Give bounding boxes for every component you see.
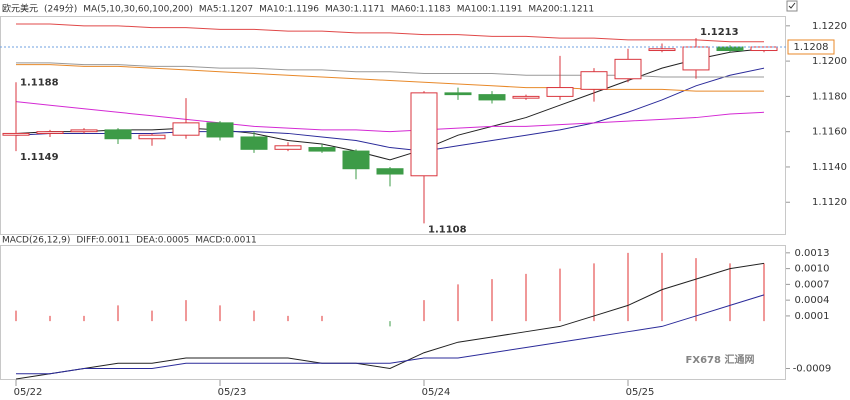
legend-label: MA(5,10,30,60,100,200) xyxy=(83,5,193,15)
y-tick-label: 0.0001 xyxy=(795,311,830,322)
y-tick-label: -0.0009 xyxy=(793,363,832,374)
candle-body xyxy=(682,46,710,71)
candle-body xyxy=(546,87,574,97)
candle-body xyxy=(274,145,302,150)
y-tick-label: 1.1120 xyxy=(812,197,847,208)
candle-body xyxy=(240,136,268,150)
legend-label: DIFF:0.0011 xyxy=(76,236,130,246)
candle-body xyxy=(512,95,540,99)
candle-body xyxy=(70,129,98,133)
candle-body xyxy=(376,168,404,175)
candle-body xyxy=(104,129,132,140)
ma-line xyxy=(15,101,765,133)
y-tick-label: 1.1200 xyxy=(812,56,847,67)
macd-line xyxy=(16,294,765,375)
ma-line xyxy=(16,64,764,92)
legend-label: MA10:1.1196 xyxy=(259,5,319,15)
legend-label: MA100:1.1191 xyxy=(457,5,523,15)
annotation: 1.1149 xyxy=(20,152,59,163)
legend-label: DEA:0.0005 xyxy=(136,236,189,246)
x-tick-label: 05/25 xyxy=(626,387,655,398)
y-tick-label: 0.0004 xyxy=(795,295,830,306)
y-tick-label: 0.0013 xyxy=(795,248,830,259)
candle-body xyxy=(2,132,30,136)
candle-body xyxy=(342,150,370,170)
legend-label: MA200:1.1211 xyxy=(528,5,594,15)
candle-body xyxy=(172,122,200,136)
candle-body xyxy=(410,92,438,177)
ma-line xyxy=(15,67,765,152)
y-tick-label: 1.1220 xyxy=(812,21,847,32)
candle-body xyxy=(716,46,744,52)
y-tick-label: 1.1180 xyxy=(812,91,847,102)
y-tick-label: 0.0010 xyxy=(795,264,830,275)
checkmark xyxy=(788,2,796,9)
legend-label: MA30:1.1171 xyxy=(325,5,385,15)
x-tick-label: 05/23 xyxy=(218,387,247,398)
price-panel xyxy=(0,16,786,235)
macd-panel xyxy=(0,245,786,380)
candle-body xyxy=(614,58,642,80)
candle-body xyxy=(36,131,64,134)
y-tick-label: 1.1160 xyxy=(812,127,847,138)
annotation: 1.1188 xyxy=(20,77,59,88)
annotation: 1.1213 xyxy=(700,27,739,38)
current-price-label: 1.1208 xyxy=(794,42,829,53)
candle-body xyxy=(648,48,676,52)
current-price-box xyxy=(787,39,835,55)
macd-line xyxy=(15,262,765,380)
candle-body xyxy=(206,122,234,138)
candle-body xyxy=(750,46,778,52)
legend-label: (249分) xyxy=(44,4,77,15)
y-tick-label: 0.0007 xyxy=(795,279,830,290)
legend-label: 欧元美元 xyxy=(2,3,38,15)
candle-body xyxy=(478,94,506,101)
ma-line xyxy=(16,23,764,43)
x-tick-label: 05/22 xyxy=(14,387,43,398)
x-tick-label: 05/24 xyxy=(422,387,451,398)
candle-body xyxy=(580,71,608,90)
candle-body xyxy=(308,147,336,152)
legend-label: MACD:0.0011 xyxy=(195,236,257,246)
legend-label: MACD(26,12,9) xyxy=(2,236,70,246)
y-tick-label: 1.1140 xyxy=(812,162,847,173)
checkbox[interactable] xyxy=(786,0,798,12)
legend-label: MA5:1.1207 xyxy=(199,5,253,15)
legend-label: MA60:1.1183 xyxy=(391,5,451,15)
watermark: FX678 汇通网 xyxy=(686,353,755,366)
candle-body xyxy=(444,92,472,96)
candle-body xyxy=(138,134,166,140)
annotation: 1.1108 xyxy=(428,224,467,235)
